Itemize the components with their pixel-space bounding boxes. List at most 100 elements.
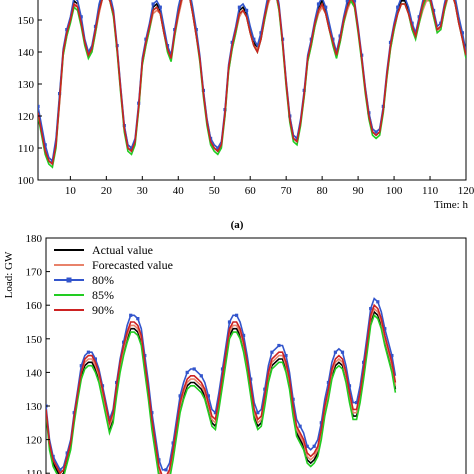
chart-b-point	[355, 401, 359, 405]
chart-b-point	[277, 343, 281, 348]
chart-b-point	[362, 360, 366, 364]
chart-b-point	[157, 458, 161, 462]
chart-a-series-line	[38, 0, 466, 163]
chart-b-point	[383, 327, 387, 331]
chart-a-point	[151, 2, 155, 6]
chart-a-point	[396, 5, 400, 9]
chart-a-y-tick-label: 110	[18, 143, 35, 155]
legend-item: 80%	[54, 273, 114, 287]
legend-label: Actual value	[92, 243, 153, 257]
chart-b-y-tick-label: 150	[26, 334, 43, 346]
chart-b-point	[65, 451, 69, 455]
chart-b-point	[213, 411, 217, 415]
chart-a-y-tick-label: 150	[18, 15, 35, 27]
chart-a-x-tick-label: 60	[245, 185, 257, 197]
chart-a-x-tick-label: 110	[422, 185, 439, 197]
chart-a-series-0	[38, 0, 466, 166]
chart-a-x-tick-label: 100	[386, 185, 403, 197]
chart-a-y-tick-label: 100	[18, 175, 35, 187]
chart-b-point	[284, 354, 288, 358]
chart-a-point	[252, 37, 256, 41]
chart-b-point	[263, 387, 267, 391]
legend-item: Forecasted value	[54, 258, 173, 272]
chart-a-x-tick-label: 80	[317, 185, 329, 197]
chart-b-point	[192, 367, 196, 371]
chart-b-y-tick-label: 160	[26, 300, 43, 312]
chart-b-frame	[45, 237, 467, 474]
legend-label: 85%	[92, 288, 114, 302]
chart-a-series-line	[38, 0, 466, 166]
chart-b-point	[242, 333, 246, 337]
chart-b-point	[256, 411, 260, 415]
chart-b-axes: 110 120 130 140 150 160 170 180	[26, 233, 50, 474]
chart-a-point	[259, 31, 263, 35]
legend-label: Forecasted value	[92, 258, 173, 272]
chart-b-point	[326, 380, 330, 385]
chart-a-series-4	[38, 0, 466, 166]
chart-a-point	[43, 143, 47, 147]
chart-b-point	[270, 350, 274, 354]
chart-a-x-tick-label: 30	[137, 185, 149, 197]
chart-a-series-line	[38, 0, 466, 166]
chart-b-point	[171, 441, 175, 445]
chart-a: 100 110 120 130 140 150 10 20 30 40 50 60 70 80 90 100 1…	[18, 0, 474, 211]
chart-b-point	[249, 377, 253, 381]
chart-b-point	[129, 313, 133, 317]
chart-b-point	[340, 350, 345, 354]
chart-b-point	[164, 468, 168, 472]
chart-a-series-3	[38, 0, 466, 169]
chart-b-point	[143, 354, 147, 358]
chart-a-series-2	[38, 0, 466, 163]
chart-a-point	[316, 2, 321, 6]
chart-a-x-tick-label: 10	[65, 185, 77, 197]
chart-a-point	[129, 146, 134, 150]
chart-a-frame	[37, 0, 467, 181]
legend-marker	[66, 277, 72, 283]
chart-b-point	[305, 444, 309, 448]
chart-b-y-tick-label: 170	[26, 267, 43, 279]
chart-b-point	[333, 350, 337, 354]
chart-a-y-tick-label: 130	[18, 79, 35, 91]
chart-a-point	[324, 5, 328, 9]
chart-b-y-tick-label: 180	[26, 233, 43, 245]
chart-a-series-1	[38, 0, 466, 163]
chart-a-series-line	[38, 0, 466, 169]
chart-a-point	[194, 28, 198, 32]
chart-a-x-tick-label: 50	[209, 185, 221, 197]
chart-a-point	[352, 0, 357, 3]
chart-a-axes: 100 110 120 130 140 150 10 20 30 40 50 60 70 80 90 100 1…	[18, 15, 474, 197]
chart-b-point	[185, 370, 189, 374]
chart-b-point	[347, 384, 352, 388]
chart-b-point	[390, 354, 394, 358]
chart-a-x-tick-label: 40	[173, 185, 185, 197]
chart-a-x-tick-label: 90	[353, 185, 365, 197]
chart-b-point	[298, 424, 302, 428]
chart-a-point	[331, 37, 335, 41]
chart-a-point	[79, 15, 83, 19]
legend-label: 80%	[92, 273, 114, 287]
panel-a-caption: (a)	[231, 219, 244, 231]
chart-a-point	[460, 31, 464, 35]
chart-b-point	[312, 444, 316, 448]
chart-a-point	[237, 5, 241, 9]
chart-b-point	[206, 394, 210, 398]
chart-b-point	[86, 350, 90, 354]
chart-b-series-line	[46, 303, 397, 474]
chart-a-point	[38, 104, 40, 108]
chart-b-series	[46, 297, 397, 474]
chart-a-series	[38, 0, 466, 169]
chart-b-series-3	[46, 313, 397, 474]
legend-item: Actual value	[54, 243, 153, 257]
chart-a-point	[86, 50, 90, 54]
legend-label: 90%	[92, 303, 114, 317]
chart-a-point	[245, 8, 249, 12]
chart-a-y-tick-label: 140	[18, 47, 35, 59]
chart-b-point	[199, 374, 203, 378]
chart-b-series-2	[46, 297, 397, 472]
chart-b-point	[227, 320, 232, 324]
chart-a-point	[158, 5, 162, 9]
chart-b-point	[235, 313, 239, 317]
chart-a-point	[410, 21, 414, 25]
